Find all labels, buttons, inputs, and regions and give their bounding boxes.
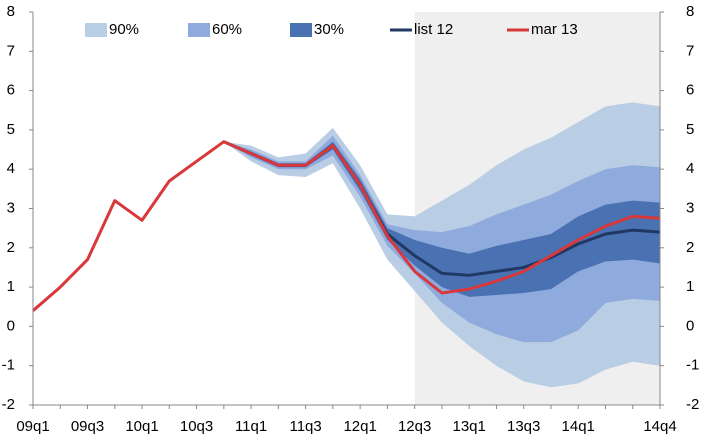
x-tick-label: 12q3 [398,418,431,435]
x-tick-label: 11q3 [289,418,321,435]
y2-tick-label: -1 [686,357,699,374]
legend-swatch [188,23,210,37]
x-tick-label: 11q1 [235,418,267,435]
legend-label: mar 13 [531,21,578,38]
x-tick-label: 14q1 [562,418,595,435]
x-tick-label: 10q1 [125,418,158,435]
y2-tick-label: -2 [686,396,699,413]
legend-swatch [290,23,312,37]
y-tick-label: -1 [2,357,15,374]
fan-band [223,135,660,343]
x-tick-label: 09q1 [16,418,49,435]
y-tick-label: 6 [7,82,15,99]
y-tick-label: 2 [7,239,15,256]
y2-tick-label: 4 [686,160,694,177]
legend-label: 60% [212,21,242,38]
y-tick-label: 1 [7,278,15,295]
y-tick-label: 3 [7,199,15,216]
y2-tick-label: 3 [686,199,694,216]
y2-tick-label: 7 [686,42,694,59]
y2-tick-label: 6 [686,82,694,99]
y2-tick-label: 2 [686,239,694,256]
line [32,140,661,312]
y2-tick-label: 8 [686,3,694,20]
y-tick-label: 0 [7,317,15,334]
legend-swatch [85,23,107,37]
x-tick-label: 10q3 [180,418,213,435]
y-tick-label: 5 [7,121,15,138]
x-tick-label: 13q3 [507,418,540,435]
legend-label: list 12 [414,21,453,38]
x-tick-label: 12q1 [343,418,376,435]
y2-tick-label: 1 [686,278,694,295]
legend-label: 90% [109,21,139,38]
y2-tick-label: 5 [686,121,694,138]
y-tick-label: -2 [2,396,15,413]
y-tick-label: 7 [7,42,15,59]
y-tick-label: 8 [7,3,15,20]
x-tick-label: 14q4 [643,418,676,435]
y2-tick-label: 0 [686,317,694,334]
legend-label: 30% [314,21,344,38]
y-tick-label: 4 [7,160,15,177]
x-tick-label: 09q3 [71,418,104,435]
x-tick-label: 13q1 [452,418,485,435]
